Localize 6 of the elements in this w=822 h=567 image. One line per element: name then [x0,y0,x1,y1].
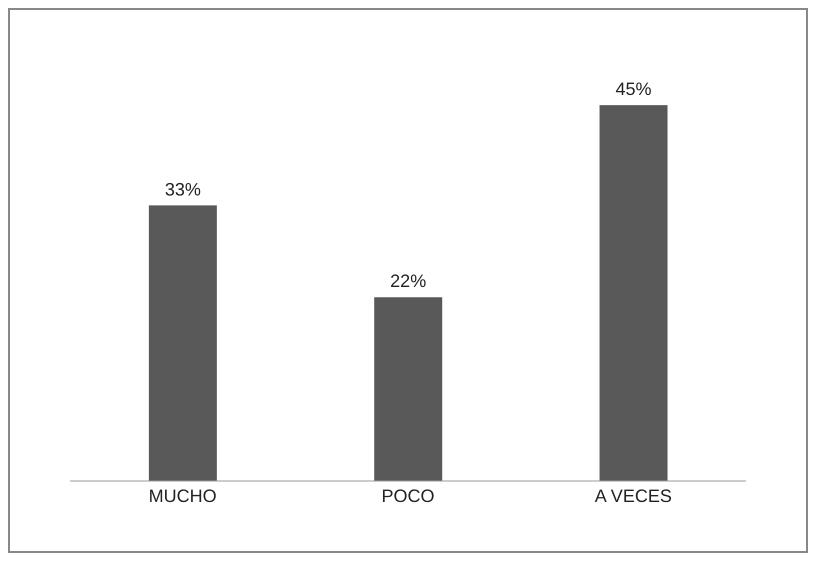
data-label: 45% [616,79,652,100]
x-tick-label: MUCHO [148,486,217,506]
data-label: 22% [390,271,426,292]
x-tick-label: POCO [381,486,435,506]
data-label: 33% [164,179,201,200]
x-tick-label: A VECES [594,486,672,506]
